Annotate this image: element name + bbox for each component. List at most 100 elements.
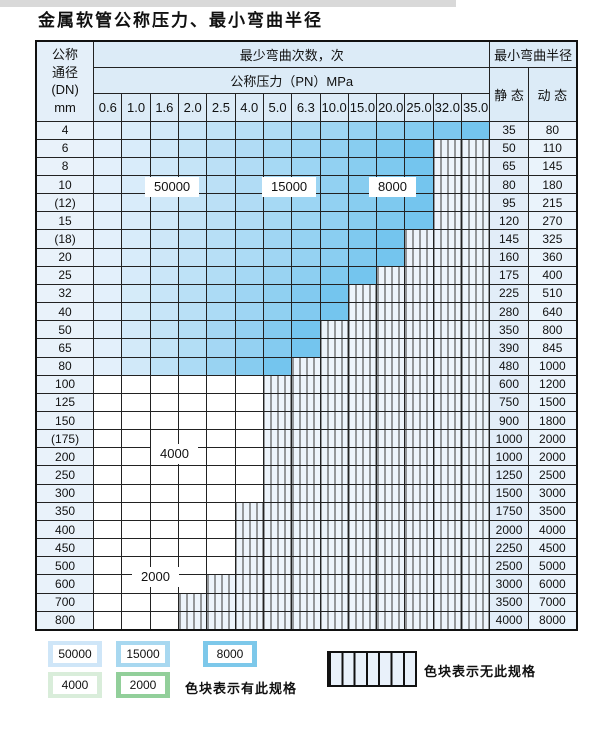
dn-cell: 400 bbox=[35, 519, 95, 540]
table-row: 400 2000 4000 bbox=[35, 519, 578, 540]
spec-cell bbox=[178, 374, 208, 394]
spec-cell bbox=[149, 465, 180, 485]
table-row: 25 175 400 bbox=[35, 265, 578, 285]
table-row: 50 350 800 bbox=[35, 320, 578, 340]
no-spec-cell bbox=[347, 410, 378, 431]
no-spec-cell bbox=[262, 374, 293, 394]
dn-cell: 250 bbox=[35, 465, 95, 485]
static-radius-cell: 3000 bbox=[489, 574, 529, 594]
spec-cell bbox=[93, 356, 123, 376]
spec-cell bbox=[121, 229, 151, 249]
spec-cell bbox=[347, 156, 378, 176]
no-spec-cell bbox=[460, 283, 491, 304]
spec-cell bbox=[178, 211, 208, 231]
no-spec-cell bbox=[262, 592, 293, 612]
spec-cell bbox=[262, 356, 293, 376]
table-row: 65 390 845 bbox=[35, 338, 578, 358]
no-spec-cell bbox=[376, 483, 406, 503]
spec-cell bbox=[206, 247, 236, 267]
legend-patch: 2000 bbox=[116, 672, 170, 698]
no-spec-cell bbox=[347, 302, 378, 322]
no-spec-cell bbox=[460, 556, 491, 576]
legend-patch-label: 50000 bbox=[53, 645, 97, 663]
table-row: 6 50 110 bbox=[35, 138, 578, 158]
spec-cell bbox=[121, 465, 151, 485]
no-spec-cell bbox=[376, 283, 406, 304]
no-spec-cell bbox=[404, 338, 434, 358]
dynamic-radius-cell: 2000 bbox=[527, 447, 578, 467]
spec-cell bbox=[121, 592, 151, 612]
spec-cell bbox=[93, 519, 123, 540]
no-spec-cell bbox=[376, 501, 406, 521]
no-spec-cell bbox=[319, 410, 349, 431]
spec-cell bbox=[93, 410, 123, 431]
no-spec-cell bbox=[347, 465, 378, 485]
dynamic-radius-cell: 6000 bbox=[527, 574, 578, 594]
no-spec-cell bbox=[376, 392, 406, 413]
no-spec-cell bbox=[319, 447, 349, 467]
spec-cell bbox=[262, 320, 293, 340]
static-radius-cell: 3500 bbox=[489, 592, 529, 612]
spec-cell bbox=[347, 229, 378, 249]
no-spec-cell bbox=[347, 592, 378, 612]
no-spec-cell bbox=[347, 610, 378, 631]
spec-cell bbox=[262, 247, 293, 267]
no-spec-cell bbox=[460, 574, 491, 594]
spec-cell bbox=[121, 211, 151, 231]
spec-cell bbox=[234, 247, 264, 267]
dynamic-radius-cell: 215 bbox=[527, 193, 578, 213]
no-spec-cell bbox=[262, 447, 293, 467]
spec-cell bbox=[234, 320, 264, 340]
spec-cell bbox=[234, 211, 264, 231]
spec-cell bbox=[149, 356, 180, 376]
no-spec-cell bbox=[460, 302, 491, 322]
spec-cell bbox=[206, 156, 236, 176]
no-spec-cell bbox=[376, 410, 406, 431]
no-spec-cell bbox=[262, 465, 293, 485]
spec-cell bbox=[262, 229, 293, 249]
spec-cell bbox=[93, 501, 123, 521]
spec-cell bbox=[178, 392, 208, 413]
spec-cell bbox=[121, 138, 151, 158]
no-spec-cell bbox=[404, 392, 434, 413]
dn-header-line: 公称 bbox=[52, 47, 79, 63]
dn-cell: 80 bbox=[35, 356, 95, 376]
spec-cell bbox=[149, 283, 180, 304]
spec-cell bbox=[262, 302, 293, 322]
pressure-value-header: 1.0 bbox=[121, 92, 151, 122]
no-spec-cell bbox=[376, 265, 406, 285]
spec-cell bbox=[206, 429, 236, 449]
no-spec-cell bbox=[432, 410, 462, 431]
table-row: 800 4000 8000 bbox=[35, 610, 578, 631]
static-radius-cell: 80 bbox=[489, 174, 529, 195]
dn-cell: (175) bbox=[35, 429, 95, 449]
static-radius-cell: 175 bbox=[489, 265, 529, 285]
spec-cell bbox=[404, 138, 434, 158]
no-spec-cell bbox=[460, 447, 491, 467]
no-spec-cell bbox=[376, 338, 406, 358]
table-row: 600 3000 6000 bbox=[35, 574, 578, 594]
spec-cell bbox=[149, 247, 180, 267]
no-spec-cell bbox=[291, 574, 321, 594]
no-spec-cell bbox=[460, 465, 491, 485]
dynamic-radius-cell: 80 bbox=[527, 120, 578, 140]
no-spec-cell bbox=[319, 556, 349, 576]
spec-cell bbox=[234, 447, 264, 467]
spec-cell bbox=[93, 229, 123, 249]
no-spec-cell bbox=[460, 247, 491, 267]
no-spec-cell bbox=[291, 392, 321, 413]
no-spec-cell bbox=[432, 193, 462, 213]
cycle-label: 4000 bbox=[151, 444, 198, 464]
dn-cell: (18) bbox=[35, 229, 95, 249]
spec-cell bbox=[206, 138, 236, 158]
table-row: 500 2500 5000 bbox=[35, 556, 578, 576]
static-radius-cell: 480 bbox=[489, 356, 529, 376]
dn-cell: 25 bbox=[35, 265, 95, 285]
spec-cell bbox=[206, 538, 236, 558]
legend-patch: 8000 bbox=[203, 641, 257, 667]
no-spec-cell bbox=[234, 538, 264, 558]
spec-cell bbox=[234, 356, 264, 376]
pressure-value-header: 25.0 bbox=[404, 92, 434, 122]
dn-header-line: 通径 bbox=[52, 64, 79, 80]
spec-cell bbox=[149, 519, 180, 540]
